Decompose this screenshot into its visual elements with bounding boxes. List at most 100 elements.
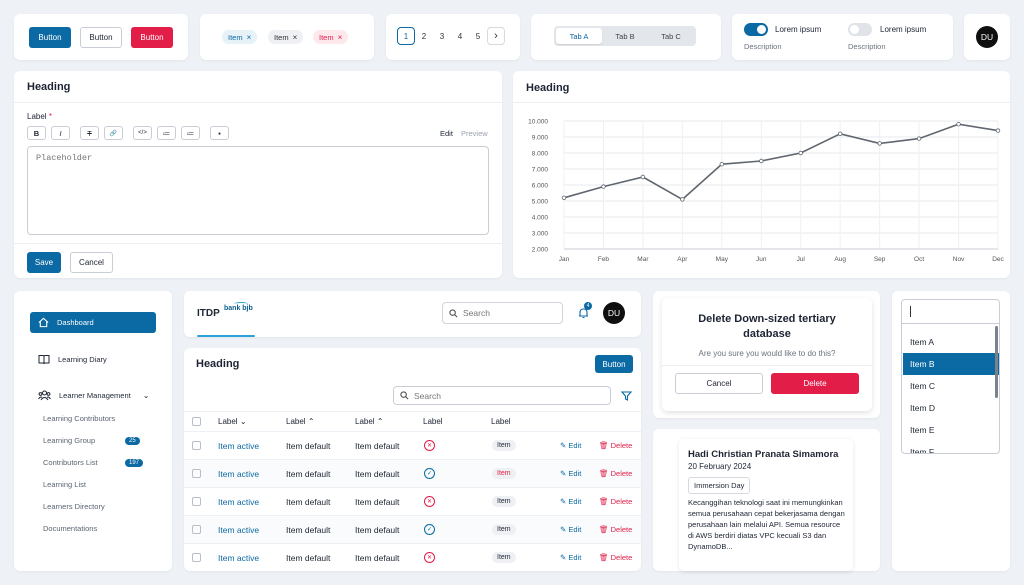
page-4[interactable]: 4 bbox=[457, 31, 463, 41]
table-action-button[interactable]: Button bbox=[595, 355, 633, 373]
table-search[interactable] bbox=[393, 386, 611, 405]
list-item[interactable]: Item B bbox=[903, 353, 999, 375]
code-icon[interactable]: </> bbox=[133, 126, 152, 140]
column-header[interactable]: Label ⌄ bbox=[218, 417, 247, 426]
cell-active-link[interactable]: Item active bbox=[218, 524, 260, 535]
italic-icon[interactable]: I bbox=[51, 126, 70, 140]
data-point[interactable] bbox=[837, 131, 843, 136]
scrollbar[interactable] bbox=[995, 326, 998, 398]
search-input[interactable] bbox=[463, 308, 553, 318]
close-icon[interactable]: × bbox=[246, 32, 252, 42]
close-icon[interactable]: × bbox=[337, 32, 343, 42]
toggle-off[interactable] bbox=[848, 23, 872, 36]
delete-button[interactable]: 🗑 Delete bbox=[599, 441, 632, 450]
table-row[interactable]: Item active Item default Item default ✓ Item… bbox=[184, 459, 641, 487]
data-point[interactable] bbox=[759, 158, 764, 164]
tab-c[interactable]: Tab C bbox=[661, 31, 681, 41]
chip-blue[interactable]: Item × bbox=[222, 30, 258, 44]
sidebar-subitem[interactable]: Documentations bbox=[43, 524, 97, 533]
delete-button[interactable]: 🗑 Delete bbox=[599, 469, 632, 478]
edit-button[interactable]: ✎ Edit bbox=[560, 497, 581, 506]
data-point[interactable] bbox=[719, 161, 725, 167]
close-icon[interactable]: × bbox=[292, 32, 298, 42]
dialog-delete-button[interactable]: Delete bbox=[771, 373, 859, 394]
numbered-list-icon[interactable]: ≔ bbox=[181, 126, 200, 140]
column-header[interactable]: Label ⌃ bbox=[355, 417, 384, 426]
brand-logo[interactable]: ITDP bbox=[197, 308, 220, 319]
edit-button[interactable]: ✎ Edit bbox=[560, 553, 581, 562]
sidebar-subitem[interactable]: Learning Contributors bbox=[43, 414, 115, 423]
sidebar-item-dashboard[interactable]: Dashboard bbox=[30, 312, 156, 333]
strikethrough-icon[interactable]: T bbox=[80, 126, 99, 140]
primary-button[interactable]: Button bbox=[29, 27, 71, 48]
filter-icon[interactable] bbox=[621, 391, 632, 401]
save-button[interactable]: Save bbox=[27, 252, 61, 273]
page-1[interactable]: 1 bbox=[397, 27, 415, 45]
search-box[interactable] bbox=[442, 302, 563, 324]
data-point[interactable] bbox=[916, 136, 922, 141]
data-point[interactable] bbox=[640, 174, 646, 180]
sidebar-subitem[interactable]: Contributors List 197 bbox=[43, 458, 144, 467]
cell-active-link[interactable]: Item active bbox=[218, 552, 260, 563]
editor-textarea[interactable] bbox=[27, 146, 489, 235]
data-point[interactable] bbox=[956, 122, 961, 127]
column-header[interactable]: Label ⌃ bbox=[286, 417, 315, 426]
data-point[interactable] bbox=[561, 195, 567, 200]
table-row[interactable]: Item active Item default Item default ✕ Item… bbox=[184, 543, 641, 571]
cell-active-link[interactable]: Item active bbox=[218, 440, 260, 451]
page-3[interactable]: 3 bbox=[439, 31, 445, 41]
data-point[interactable] bbox=[680, 197, 685, 202]
cell-active-link[interactable]: Item active bbox=[218, 468, 260, 479]
table-row[interactable]: Item active Item default Item default ✕ Item… bbox=[184, 487, 641, 515]
delete-button[interactable]: 🗑 Delete bbox=[599, 553, 632, 562]
list-item[interactable]: Item F bbox=[910, 447, 935, 454]
image-icon[interactable]: ▪ bbox=[210, 126, 229, 140]
chevron-right-icon[interactable]: › bbox=[487, 27, 505, 45]
list-item[interactable]: Item C bbox=[910, 381, 936, 391]
table-row[interactable]: Item active Item default Item default ✕ Item… bbox=[184, 431, 641, 459]
sidebar-item-learning-diary[interactable]: Learning Diary bbox=[30, 349, 156, 370]
row-checkbox[interactable] bbox=[192, 525, 201, 534]
outline-button[interactable]: Button bbox=[80, 27, 122, 48]
table-search-input[interactable] bbox=[414, 390, 594, 401]
list-item[interactable]: Item D bbox=[910, 403, 936, 413]
row-checkbox[interactable] bbox=[192, 553, 201, 562]
bell-icon[interactable]: 4 bbox=[578, 302, 592, 321]
list-item[interactable]: Item A bbox=[910, 337, 935, 347]
link-icon[interactable]: 🔗 bbox=[104, 126, 123, 140]
edit-button[interactable]: ✎ Edit bbox=[560, 525, 581, 534]
page-2[interactable]: 2 bbox=[421, 31, 427, 41]
delete-button[interactable]: 🗑 Delete bbox=[599, 525, 632, 534]
sidebar-item-learner-management[interactable]: Learner Management ⌄ bbox=[30, 385, 156, 406]
preview-mode-tab[interactable]: Preview bbox=[461, 129, 488, 138]
edit-button[interactable]: ✎ Edit bbox=[560, 469, 581, 478]
data-point[interactable] bbox=[877, 141, 882, 146]
edit-mode-tab[interactable]: Edit bbox=[440, 129, 453, 138]
chevron-down-icon[interactable]: ⌄ bbox=[142, 391, 150, 400]
page-5[interactable]: 5 bbox=[475, 31, 481, 41]
data-point[interactable] bbox=[798, 150, 803, 156]
sidebar-subitem[interactable]: Learning Group 25 bbox=[43, 436, 143, 445]
bold-icon[interactable]: B bbox=[27, 126, 46, 140]
bullet-list-icon[interactable]: ≔ bbox=[157, 126, 176, 140]
delete-button[interactable]: 🗑 Delete bbox=[599, 497, 632, 506]
table-row[interactable]: Item active Item default Item default ✓ Item… bbox=[184, 515, 641, 543]
select-all-checkbox[interactable] bbox=[192, 417, 201, 426]
dialog-cancel-button[interactable]: Cancel bbox=[675, 373, 763, 394]
data-point[interactable] bbox=[995, 128, 1001, 133]
danger-button[interactable]: Button bbox=[131, 27, 173, 48]
cell-active-link[interactable]: Item active bbox=[218, 496, 260, 507]
avatar[interactable]: DU bbox=[603, 302, 625, 324]
toggle-on[interactable] bbox=[744, 23, 768, 36]
row-checkbox[interactable] bbox=[192, 441, 201, 450]
row-checkbox[interactable] bbox=[192, 497, 201, 506]
cancel-button[interactable]: Cancel bbox=[70, 252, 113, 273]
tab-a[interactable]: Tab A bbox=[556, 28, 602, 44]
sidebar-subitem[interactable]: Learning List bbox=[43, 480, 86, 489]
tab-b[interactable]: Tab B bbox=[615, 31, 635, 41]
sidebar-subitem[interactable]: Learners Directory bbox=[43, 502, 105, 511]
avatar[interactable]: DU bbox=[976, 26, 998, 48]
list-item[interactable]: Item E bbox=[910, 425, 935, 435]
edit-button[interactable]: ✎ Edit bbox=[560, 441, 581, 450]
listbox-search-input[interactable] bbox=[902, 300, 999, 324]
